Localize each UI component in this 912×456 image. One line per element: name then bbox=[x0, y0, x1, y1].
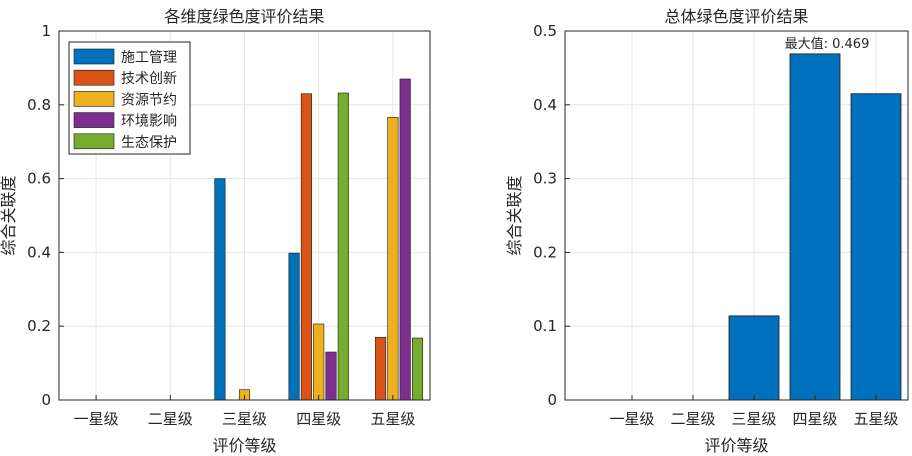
chart2-y-ticks: 0 0.1 0.2 0.3 0.4 0.5 bbox=[533, 22, 570, 409]
x-tick-label: 四星级 bbox=[296, 410, 341, 428]
bar bbox=[375, 336, 387, 401]
bar bbox=[313, 323, 325, 401]
chart-overall-results: 0 0.1 0.2 0.3 0.4 0.5 一星级 二星级 三星级 四星级 五星级 总体绿色度评价… bbox=[505, 7, 909, 455]
y-tick-label: 0.4 bbox=[533, 96, 557, 114]
y-tick-label: 0.1 bbox=[533, 317, 557, 335]
bar bbox=[411, 337, 424, 401]
legend-label: 资源节约 bbox=[121, 92, 177, 108]
y-tick-label: 1 bbox=[41, 22, 51, 40]
x-tick-label: 五星级 bbox=[853, 410, 898, 428]
y-tick-label: 0.8 bbox=[27, 96, 51, 114]
legend-label: 技术创新 bbox=[121, 71, 177, 87]
legend-label: 施工管理 bbox=[121, 50, 177, 66]
y-tick-label: 0 bbox=[547, 391, 557, 409]
x-tick-label: 二星级 bbox=[148, 410, 193, 428]
x-tick-label: 三星级 bbox=[222, 410, 267, 428]
y-tick-label: 0.4 bbox=[27, 243, 51, 261]
y-tick-label: 0.2 bbox=[533, 243, 557, 261]
bar bbox=[387, 117, 399, 401]
bar bbox=[789, 53, 841, 401]
chart1-x-axis-label: 评价等级 bbox=[212, 436, 276, 455]
chart1-x-ticks: 一星级 二星级 三星级 四星级 五星级 bbox=[74, 395, 415, 428]
chart1-y-ticks: 0 0.2 0.4 0.6 0.8 1 bbox=[27, 22, 64, 409]
legend-label: 环境影响 bbox=[121, 114, 177, 130]
bar bbox=[325, 351, 337, 401]
chart2-axes-box bbox=[564, 30, 909, 401]
legend-swatch bbox=[73, 91, 115, 107]
legend-swatch bbox=[73, 133, 115, 150]
bar bbox=[850, 93, 902, 401]
chart1-y-axis-label: 综合关联度 bbox=[0, 175, 18, 255]
chart2-title: 总体绿色度评价结果 bbox=[664, 7, 808, 26]
chart2-x-ticks: 一星级 二星级 三星级 四星级 五星级 bbox=[609, 395, 899, 428]
x-tick-label: 五星级 bbox=[370, 410, 415, 428]
bar bbox=[337, 92, 349, 401]
legend-swatch bbox=[73, 112, 115, 128]
chart-dimension-results: 0 0.2 0.4 0.6 0.8 1 一星级 二星级 三星级 四星级 五星级 各维度绿色度评价结… bbox=[0, 7, 431, 455]
chart2-y-axis-label: 综合关联度 bbox=[505, 175, 524, 255]
bar bbox=[728, 315, 780, 401]
bar bbox=[214, 178, 226, 401]
bar bbox=[399, 78, 411, 401]
legend-swatch bbox=[73, 48, 115, 65]
y-tick-label: 0 bbox=[41, 391, 51, 409]
y-tick-label: 0.2 bbox=[27, 317, 51, 335]
x-tick-label: 三星级 bbox=[731, 410, 776, 428]
x-tick-label: 二星级 bbox=[670, 410, 715, 428]
chart1-title: 各维度绿色度评价结果 bbox=[164, 7, 324, 26]
legend-label: 生态保护 bbox=[121, 135, 177, 151]
bar bbox=[300, 93, 312, 401]
x-tick-label: 一星级 bbox=[74, 410, 119, 428]
chart2-x-axis-label: 评价等级 bbox=[704, 436, 768, 455]
x-tick-label: 四星级 bbox=[792, 410, 837, 428]
y-tick-label: 0.3 bbox=[533, 170, 557, 188]
x-tick-label: 一星级 bbox=[609, 410, 654, 428]
y-tick-label: 0.6 bbox=[27, 170, 51, 188]
chart2-max-annotation: 最大值: 0.469 bbox=[785, 36, 870, 52]
chart2-bars bbox=[728, 53, 902, 401]
legend-swatch bbox=[73, 69, 115, 86]
y-tick-label: 0.5 bbox=[533, 22, 557, 40]
bar bbox=[288, 252, 300, 401]
